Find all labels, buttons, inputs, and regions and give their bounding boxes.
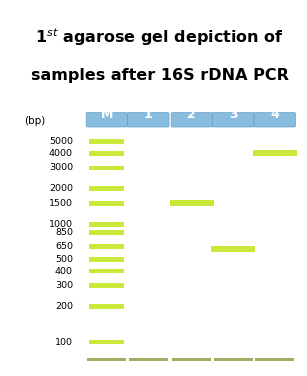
Bar [212, 246, 255, 252]
Bar [170, 200, 214, 206]
Bar [89, 222, 124, 226]
FancyBboxPatch shape [128, 112, 169, 127]
Text: 1: 1 [144, 108, 153, 121]
Bar [89, 230, 124, 235]
Bar [89, 201, 124, 206]
Text: 850: 850 [55, 228, 73, 237]
Text: 4000: 4000 [49, 149, 73, 158]
FancyBboxPatch shape [171, 112, 212, 127]
Text: 3000: 3000 [49, 164, 73, 173]
Text: 300: 300 [55, 281, 73, 290]
Bar [89, 186, 124, 191]
Text: 4: 4 [270, 108, 279, 121]
Text: 1500: 1500 [49, 199, 73, 208]
Bar [255, 358, 294, 361]
Bar [89, 257, 124, 262]
Text: 3: 3 [229, 108, 238, 121]
Bar [87, 358, 126, 361]
Text: samples after 16S rDNA PCR: samples after 16S rDNA PCR [31, 68, 289, 83]
Text: 1$^{st}$ agarose gel depiction of: 1$^{st}$ agarose gel depiction of [35, 26, 284, 48]
Bar [89, 284, 124, 288]
Text: 1000: 1000 [49, 220, 73, 229]
Text: 650: 650 [55, 242, 73, 251]
FancyBboxPatch shape [254, 112, 295, 127]
Bar [214, 358, 253, 361]
Text: M: M [101, 108, 113, 121]
Bar [89, 165, 124, 170]
Text: 200: 200 [55, 302, 73, 311]
Bar [89, 304, 124, 309]
Text: 2000: 2000 [49, 184, 73, 193]
Text: 500: 500 [55, 255, 73, 264]
Bar [89, 340, 124, 344]
Bar [129, 358, 168, 361]
Bar [89, 151, 124, 156]
Text: (bp): (bp) [24, 116, 46, 126]
Bar [172, 358, 212, 361]
FancyBboxPatch shape [212, 112, 254, 127]
Bar [89, 139, 124, 144]
Bar [89, 244, 124, 249]
Bar [253, 150, 297, 156]
Text: 400: 400 [55, 267, 73, 276]
Text: 5000: 5000 [49, 137, 73, 146]
Text: 2: 2 [188, 108, 196, 121]
FancyBboxPatch shape [86, 112, 128, 127]
Bar [89, 269, 124, 273]
Text: 100: 100 [55, 338, 73, 347]
